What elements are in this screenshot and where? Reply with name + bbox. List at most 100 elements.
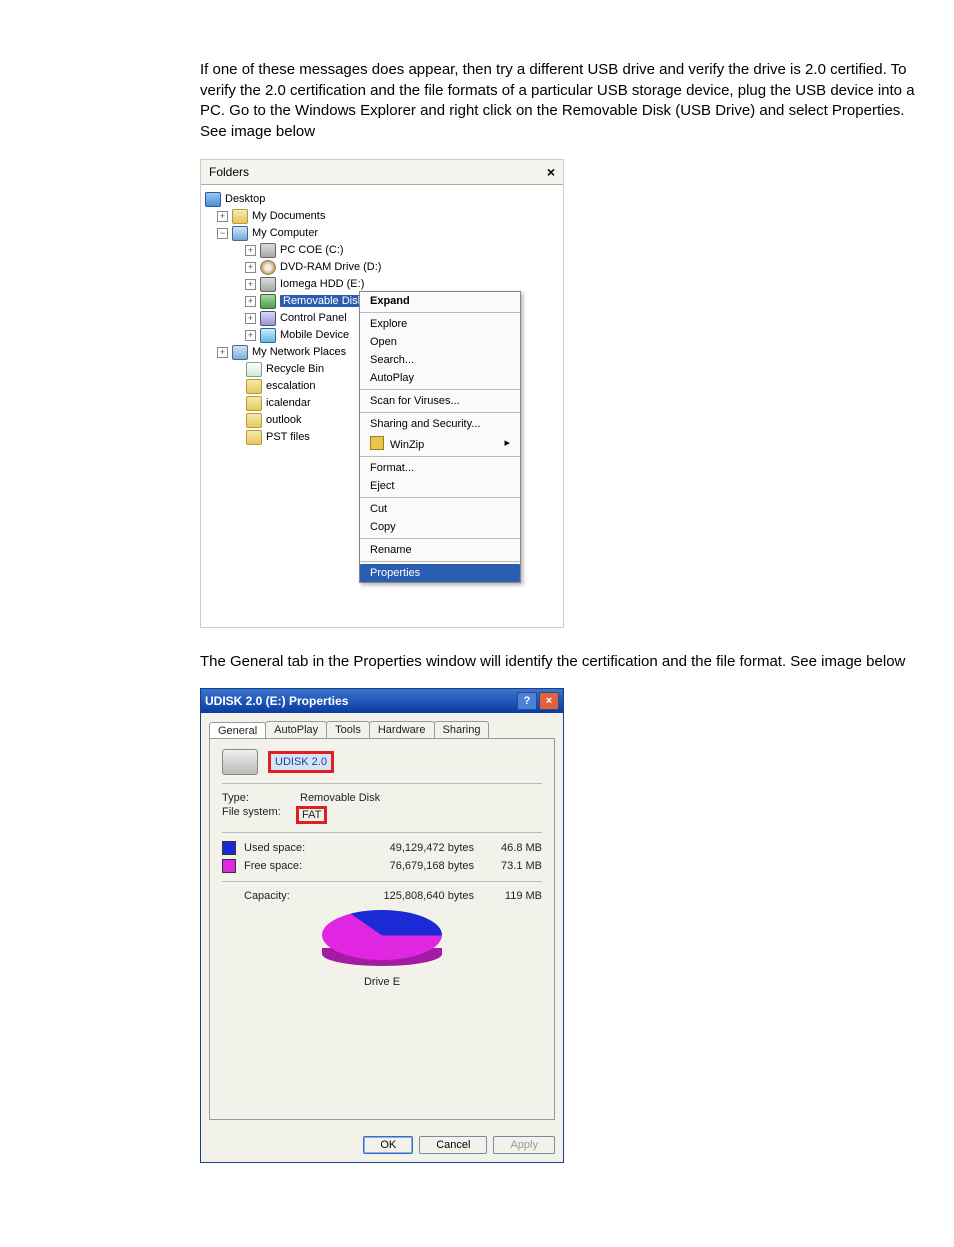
capacity-human: 119 MB (482, 890, 542, 902)
tree-label: Mobile Device (280, 329, 349, 341)
capacity-row: Capacity: 125,808,640 bytes 119 MB (222, 890, 542, 902)
tab-general[interactable]: General (209, 722, 266, 739)
free-human: 73.1 MB (482, 860, 542, 872)
tree-node-mydocs[interactable]: + My Documents (205, 208, 559, 225)
folder-icon (246, 379, 262, 394)
general-panel: UDISK 2.0 Type: Removable Disk File syste… (209, 738, 555, 1120)
type-value: Removable Disk (300, 792, 380, 804)
free-space-swatch (222, 859, 236, 873)
tree-node-pccoe[interactable]: + PC COE (C:) (205, 242, 559, 259)
used-space-swatch (222, 841, 236, 855)
expand-icon[interactable]: + (245, 330, 256, 341)
drive-icon (222, 749, 258, 775)
dialog-title: UDISK 2.0 (E:) Properties (205, 694, 348, 708)
filesystem-label: File system: (222, 806, 292, 824)
menu-winzip[interactable]: WinZip (360, 433, 520, 454)
menu-expand[interactable]: Expand (360, 292, 520, 310)
folders-title: Folders (209, 165, 249, 179)
close-icon[interactable]: × (547, 164, 555, 180)
used-space-row: Used space: 49,129,472 bytes 46.8 MB (222, 841, 542, 855)
menu-sharing-security[interactable]: Sharing and Security... (360, 415, 520, 433)
network-places-icon (232, 345, 248, 360)
folders-panel-header: Folders × (201, 160, 563, 185)
menu-autoplay[interactable]: AutoPlay (360, 369, 520, 387)
close-button[interactable]: × (539, 692, 559, 710)
folder-tree: Desktop + My Documents − My Computer + PC C… (201, 185, 563, 627)
properties-dialog: UDISK 2.0 (E:) Properties ? × General Au… (200, 688, 564, 1163)
capacity-label: Capacity: (244, 890, 290, 902)
tree-label: Recycle Bin (266, 363, 324, 375)
menu-format[interactable]: Format... (360, 459, 520, 477)
used-bytes: 49,129,472 bytes (354, 842, 474, 854)
collapse-icon[interactable]: − (217, 228, 228, 239)
tree-node-dvdram[interactable]: + DVD-RAM Drive (D:) (205, 259, 559, 276)
expand-icon[interactable]: + (245, 279, 256, 290)
menu-properties[interactable]: Properties (360, 564, 520, 582)
tree-label: icalendar (266, 397, 311, 409)
dvd-icon (260, 260, 276, 275)
tree-node-mycomputer[interactable]: − My Computer (205, 225, 559, 242)
tab-autoplay[interactable]: AutoPlay (265, 721, 327, 738)
context-menu: Expand Explore Open Search... AutoPlay S… (359, 291, 521, 583)
tab-sharing[interactable]: Sharing (434, 721, 490, 738)
expand-icon[interactable]: + (217, 347, 228, 358)
type-label: Type: (222, 792, 292, 804)
menu-copy[interactable]: Copy (360, 518, 520, 536)
tree-label: escalation (266, 380, 316, 392)
used-space-label: Used space: (244, 842, 305, 854)
tree-label: Control Panel (280, 312, 347, 324)
paragraph-2: The General tab in the Properties window… (200, 652, 924, 673)
menu-eject[interactable]: Eject (360, 477, 520, 495)
desktop-icon (205, 192, 221, 207)
menu-search[interactable]: Search... (360, 351, 520, 369)
help-button[interactable]: ? (517, 692, 537, 710)
menu-scan-viruses[interactable]: Scan for Viruses... (360, 392, 520, 410)
tab-hardware[interactable]: Hardware (369, 721, 435, 738)
tree-label: My Documents (252, 210, 325, 222)
control-panel-icon (260, 311, 276, 326)
free-space-label: Free space: (244, 860, 302, 872)
cancel-button[interactable]: Cancel (419, 1136, 487, 1154)
tree-label: My Computer (252, 227, 318, 239)
ok-button[interactable]: OK (363, 1136, 413, 1154)
tabs: General AutoPlay Tools Hardware Sharing (209, 721, 555, 738)
tree-label: outlook (266, 414, 301, 426)
folder-icon (246, 396, 262, 411)
tree-label: My Network Places (252, 346, 346, 358)
explorer-screenshot: Folders × Desktop + My Documents − My Comp… (200, 159, 564, 628)
tree-label: PC COE (C:) (280, 244, 344, 256)
removable-disk-icon (260, 294, 276, 309)
folder-icon (232, 209, 248, 224)
apply-button[interactable]: Apply (493, 1136, 555, 1154)
tree-label: Iomega HDD (E:) (280, 278, 364, 290)
tree-label: PST files (266, 431, 310, 443)
expand-icon[interactable]: + (245, 313, 256, 324)
tab-tools[interactable]: Tools (326, 721, 370, 738)
free-bytes: 76,679,168 bytes (354, 860, 474, 872)
expand-icon[interactable]: + (245, 245, 256, 256)
expand-icon[interactable]: + (245, 262, 256, 273)
titlebar: UDISK 2.0 (E:) Properties ? × (201, 689, 563, 713)
paragraph-1: If one of these messages does appear, th… (200, 60, 924, 143)
menu-open[interactable]: Open (360, 333, 520, 351)
drive-name-field[interactable]: UDISK 2.0 (268, 751, 334, 773)
tree-label: DVD-RAM Drive (D:) (280, 261, 381, 273)
menu-rename[interactable]: Rename (360, 541, 520, 559)
menu-cut[interactable]: Cut (360, 500, 520, 518)
filesystem-value: FAT (296, 806, 327, 824)
drive-icon (260, 243, 276, 258)
tree-node-desktop[interactable]: Desktop (205, 191, 559, 208)
expand-icon[interactable]: + (217, 211, 228, 222)
drive-letter-label: Drive E (222, 976, 542, 988)
menu-explore[interactable]: Explore (360, 315, 520, 333)
free-space-row: Free space: 76,679,168 bytes 73.1 MB (222, 859, 542, 873)
computer-icon (232, 226, 248, 241)
drive-icon (260, 277, 276, 292)
tree-label: Desktop (225, 193, 265, 205)
capacity-bytes: 125,808,640 bytes (354, 890, 474, 902)
used-human: 46.8 MB (482, 842, 542, 854)
mobile-device-icon (260, 328, 276, 343)
recycle-bin-icon (246, 362, 262, 377)
expand-icon[interactable]: + (245, 296, 256, 307)
folder-icon (246, 413, 262, 428)
